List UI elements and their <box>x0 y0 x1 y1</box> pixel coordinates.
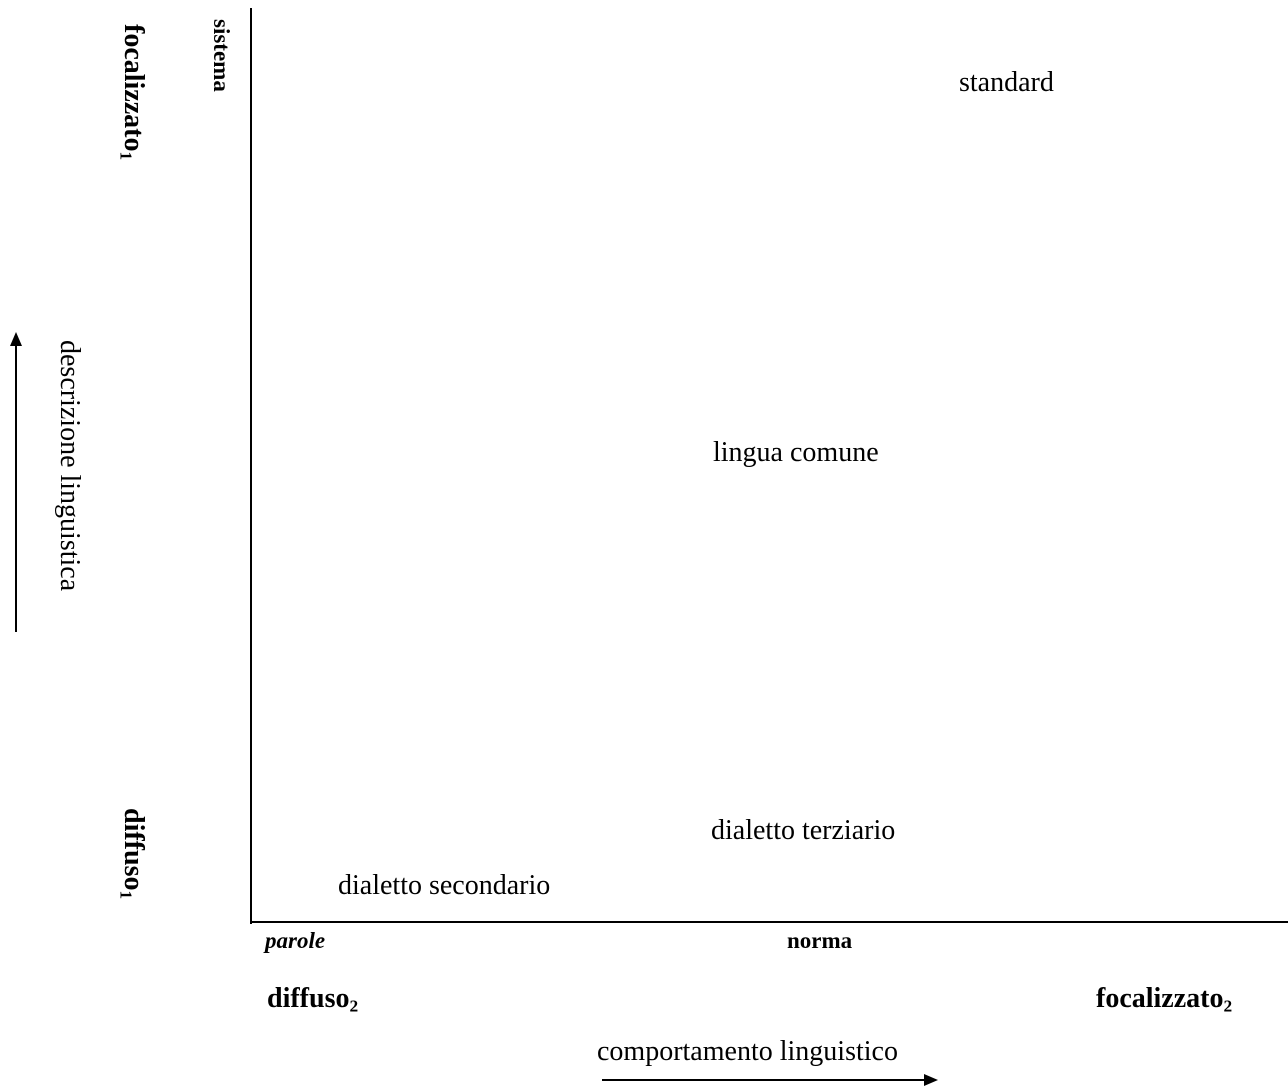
x-axis-left-sublabel: parole <box>265 928 326 953</box>
point-label-dialetto-terziario: dialetto terziario <box>711 815 896 846</box>
y-axis-arrow-label: descrizione linguistica <box>54 340 85 592</box>
y-axis-top-label: focalizzato1 <box>116 24 149 161</box>
y-axis-top-sublabel: sistema <box>209 19 234 92</box>
x-axis-left-label: diffuso2 <box>267 983 359 1016</box>
y-axis-line <box>250 8 252 924</box>
y-axis-bottom-label: diffuso1 <box>116 808 149 900</box>
x-axis-right-label: focalizzato2 <box>1096 983 1233 1016</box>
x-axis-line <box>250 921 1288 923</box>
point-label-lingua-comune: lingua comune <box>713 437 879 468</box>
point-label-dialetto-secondario: dialetto secondario <box>338 870 551 901</box>
x-axis-arrow <box>602 1074 938 1086</box>
x-axis-middle-sublabel: norma <box>787 928 853 953</box>
x-axis-arrow-label: comportamento linguistico <box>597 1036 898 1067</box>
point-label-standard: standard <box>959 67 1054 98</box>
y-axis-arrow <box>10 332 22 632</box>
